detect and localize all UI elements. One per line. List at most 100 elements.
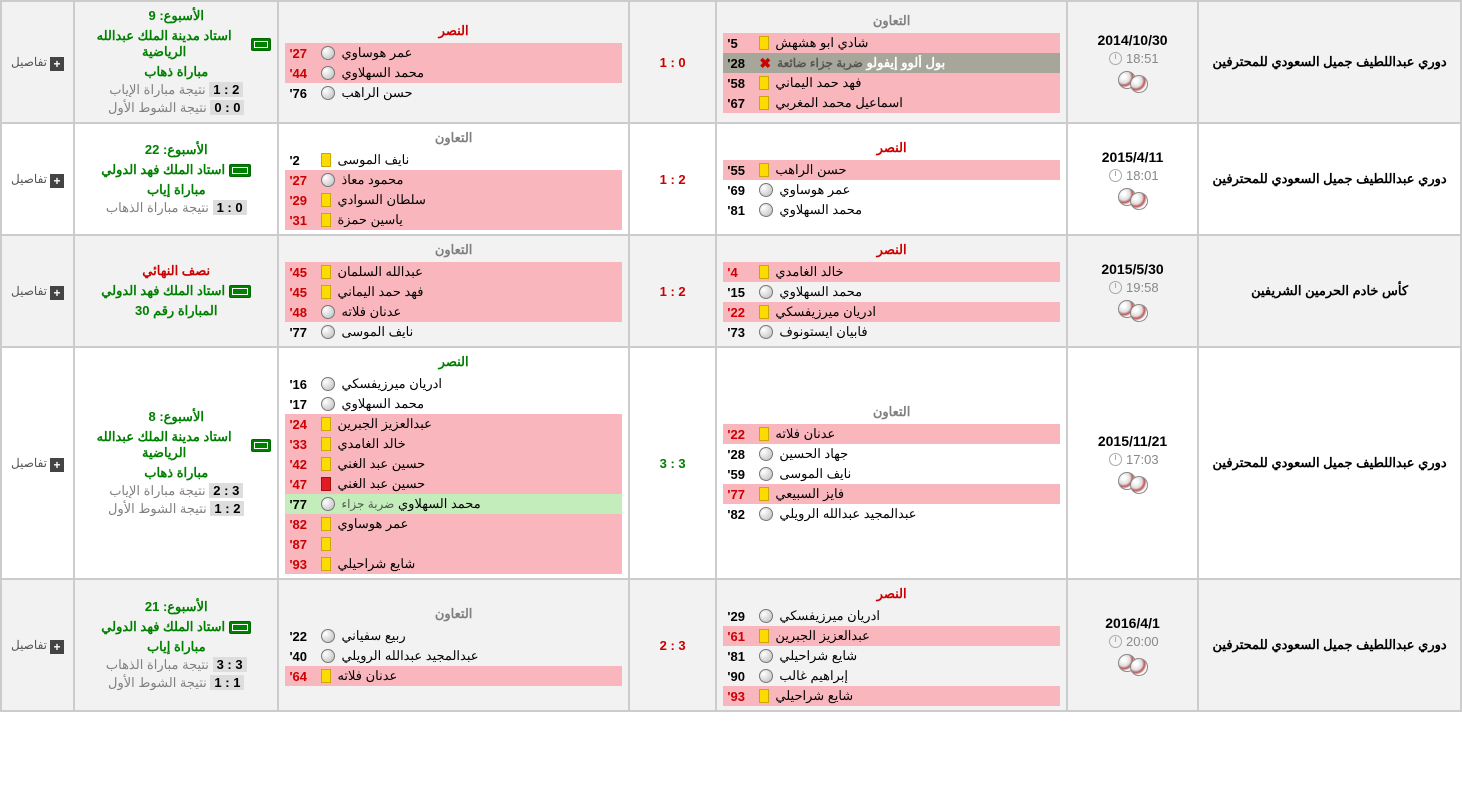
player-name: عدنان فلاته <box>337 668 397 684</box>
extra-result: 3 : 3 نتيجة مباراة الذهاب <box>81 657 271 673</box>
event-row: حسن الراهب76' <box>285 83 621 103</box>
event-minute: 31' <box>289 213 315 228</box>
details-cell[interactable]: +تفاصيل <box>1 123 74 235</box>
event-minute: 77' <box>289 325 315 340</box>
event-row: عمر هوساوي27' <box>285 43 621 63</box>
stadium-icon <box>251 38 271 51</box>
event-row: شايع شراحيلي81' <box>723 646 1059 666</box>
event-row: 87' <box>285 534 621 554</box>
event-row: فهد حمد اليماني58' <box>723 73 1059 93</box>
event-minute: 15' <box>727 285 753 300</box>
expand-icon[interactable]: + <box>50 458 64 472</box>
expand-icon[interactable]: + <box>50 57 64 71</box>
event-row: فهد حمد اليماني45' <box>285 282 621 302</box>
event-minute: 81' <box>727 649 753 664</box>
stadium: استاد مدينة الملك عبدالله الرياضية <box>81 429 271 461</box>
player-name: ادريان ميرزيفسكي <box>779 608 880 624</box>
away-team-cell: التعاوننايف الموسى2'محمود معاذ27'سلطان ا… <box>278 123 628 235</box>
stadium-icon <box>251 439 271 452</box>
details-link[interactable]: تفاصيل <box>11 284 47 298</box>
datetime-cell: 2015/4/1118:01 <box>1067 123 1198 235</box>
expand-icon[interactable]: + <box>50 640 64 654</box>
match-time: 18:51 <box>1074 51 1191 66</box>
clock-icon <box>1109 281 1122 294</box>
yellow-card-icon <box>321 517 331 531</box>
leg-label: مباراة ذهاب <box>81 465 271 481</box>
event-minute: 47' <box>289 477 315 492</box>
home-team-name[interactable]: التعاون <box>723 11 1059 33</box>
goal-icon <box>759 203 773 217</box>
details-link[interactable]: تفاصيل <box>11 456 47 470</box>
expand-icon[interactable]: + <box>50 286 64 300</box>
event-row: عدنان فلاته64' <box>285 666 621 686</box>
player-name: ربيع سفياني <box>341 628 405 644</box>
event-row: نايف الموسى 77' <box>285 322 621 342</box>
event-extra: ضربة جزاء ضائعة <box>777 56 863 70</box>
info-cell: الأسبوع: 21استاد الملك فهد الدوليمباراة … <box>74 579 278 711</box>
details-link[interactable]: تفاصيل <box>11 55 47 69</box>
player-name: إبراهيم غالب <box>779 668 848 684</box>
matches-table: دوري عبداللطيف جميل السعودي للمحترفين201… <box>0 0 1462 712</box>
event-minute: 82' <box>289 517 315 532</box>
expand-icon[interactable]: + <box>50 174 64 188</box>
away-team-name[interactable]: التعاون <box>285 604 621 626</box>
away-team-name[interactable]: النصر <box>285 352 621 374</box>
yellow-card-icon <box>759 265 769 279</box>
player-name: جهاد الحسين <box>779 446 848 462</box>
player-name: شايع شراحيلي <box>775 688 853 704</box>
details-link[interactable]: تفاصيل <box>11 638 47 652</box>
yellow-card-icon <box>321 285 331 299</box>
player-name: عبدالمجيد عبدالله الرويلي <box>779 506 916 522</box>
event-row: حسن الراهب55' <box>723 160 1059 180</box>
match-time: 19:58 <box>1074 280 1191 295</box>
goal-icon <box>759 507 773 521</box>
home-team-name[interactable]: النصر <box>723 138 1059 160</box>
event-row: عدنان فلاته48' <box>285 302 621 322</box>
details-cell[interactable]: +تفاصيل <box>1 347 74 579</box>
yellow-card-icon <box>759 76 769 90</box>
away-team-cell: النصرعمر هوساوي27'محمد السهلاوي44'حسن ال… <box>278 1 628 123</box>
away-team-name[interactable]: النصر <box>285 21 621 43</box>
details-cell[interactable]: +تفاصيل <box>1 235 74 347</box>
stadium-name: استاد الملك فهد الدولي <box>101 619 225 635</box>
player-name: خالد الغامدي <box>775 264 843 280</box>
player-name: بول ألوو إيفولو ضربة جزاء ضائعة <box>777 55 945 71</box>
event-row: فايز السبيعي77' <box>723 484 1059 504</box>
leg-label: مباراة ذهاب <box>81 64 271 80</box>
event-row: نايف الموسى59' <box>723 464 1059 484</box>
event-row: عبدالعزيز الجبرين61' <box>723 626 1059 646</box>
competition-cell: دوري عبداللطيف جميل السعودي للمحترفين <box>1198 123 1461 235</box>
event-minute: 33' <box>289 437 315 452</box>
away-team-name[interactable]: التعاون <box>285 128 621 150</box>
competition-cell: دوري عبداللطيف جميل السعودي للمحترفين <box>1198 1 1461 123</box>
match-icon <box>1118 654 1148 676</box>
yellow-card-icon <box>759 689 769 703</box>
stadium-icon <box>229 285 251 298</box>
details-cell[interactable]: +تفاصيل <box>1 579 74 711</box>
match-icon <box>1118 472 1148 494</box>
details-cell[interactable]: +تفاصيل <box>1 1 74 123</box>
event-minute: 27' <box>289 46 315 61</box>
away-team-name[interactable]: التعاون <box>285 240 621 262</box>
details-link[interactable]: تفاصيل <box>11 172 47 186</box>
player-name: عبدالعزيز الجبرين <box>337 416 432 432</box>
home-team-name[interactable]: النصر <box>723 584 1059 606</box>
yellow-card-icon <box>321 437 331 451</box>
event-minute: 44' <box>289 66 315 81</box>
home-team-name[interactable]: التعاون <box>723 402 1059 424</box>
extra-result: 3 : 2 نتيجة مباراة الإياب <box>81 483 271 499</box>
player-name: عمر هوساوي <box>779 182 850 198</box>
goal-icon <box>759 285 773 299</box>
home-team-name[interactable]: النصر <box>723 240 1059 262</box>
event-row: ربيع سفياني22' <box>285 626 621 646</box>
week-label: الأسبوع: 8 <box>81 409 271 425</box>
goal-icon <box>321 173 335 187</box>
event-row: ادريان ميرزيفسكي16' <box>285 374 621 394</box>
event-minute: 42' <box>289 457 315 472</box>
goal-icon <box>759 649 773 663</box>
event-row: شادي ابو هشهش5' <box>723 33 1059 53</box>
week-label: الأسبوع: 9 <box>81 8 271 24</box>
yellow-card-icon <box>321 153 331 167</box>
goal-icon <box>321 397 335 411</box>
player-name: نايف الموسى <box>341 324 413 340</box>
